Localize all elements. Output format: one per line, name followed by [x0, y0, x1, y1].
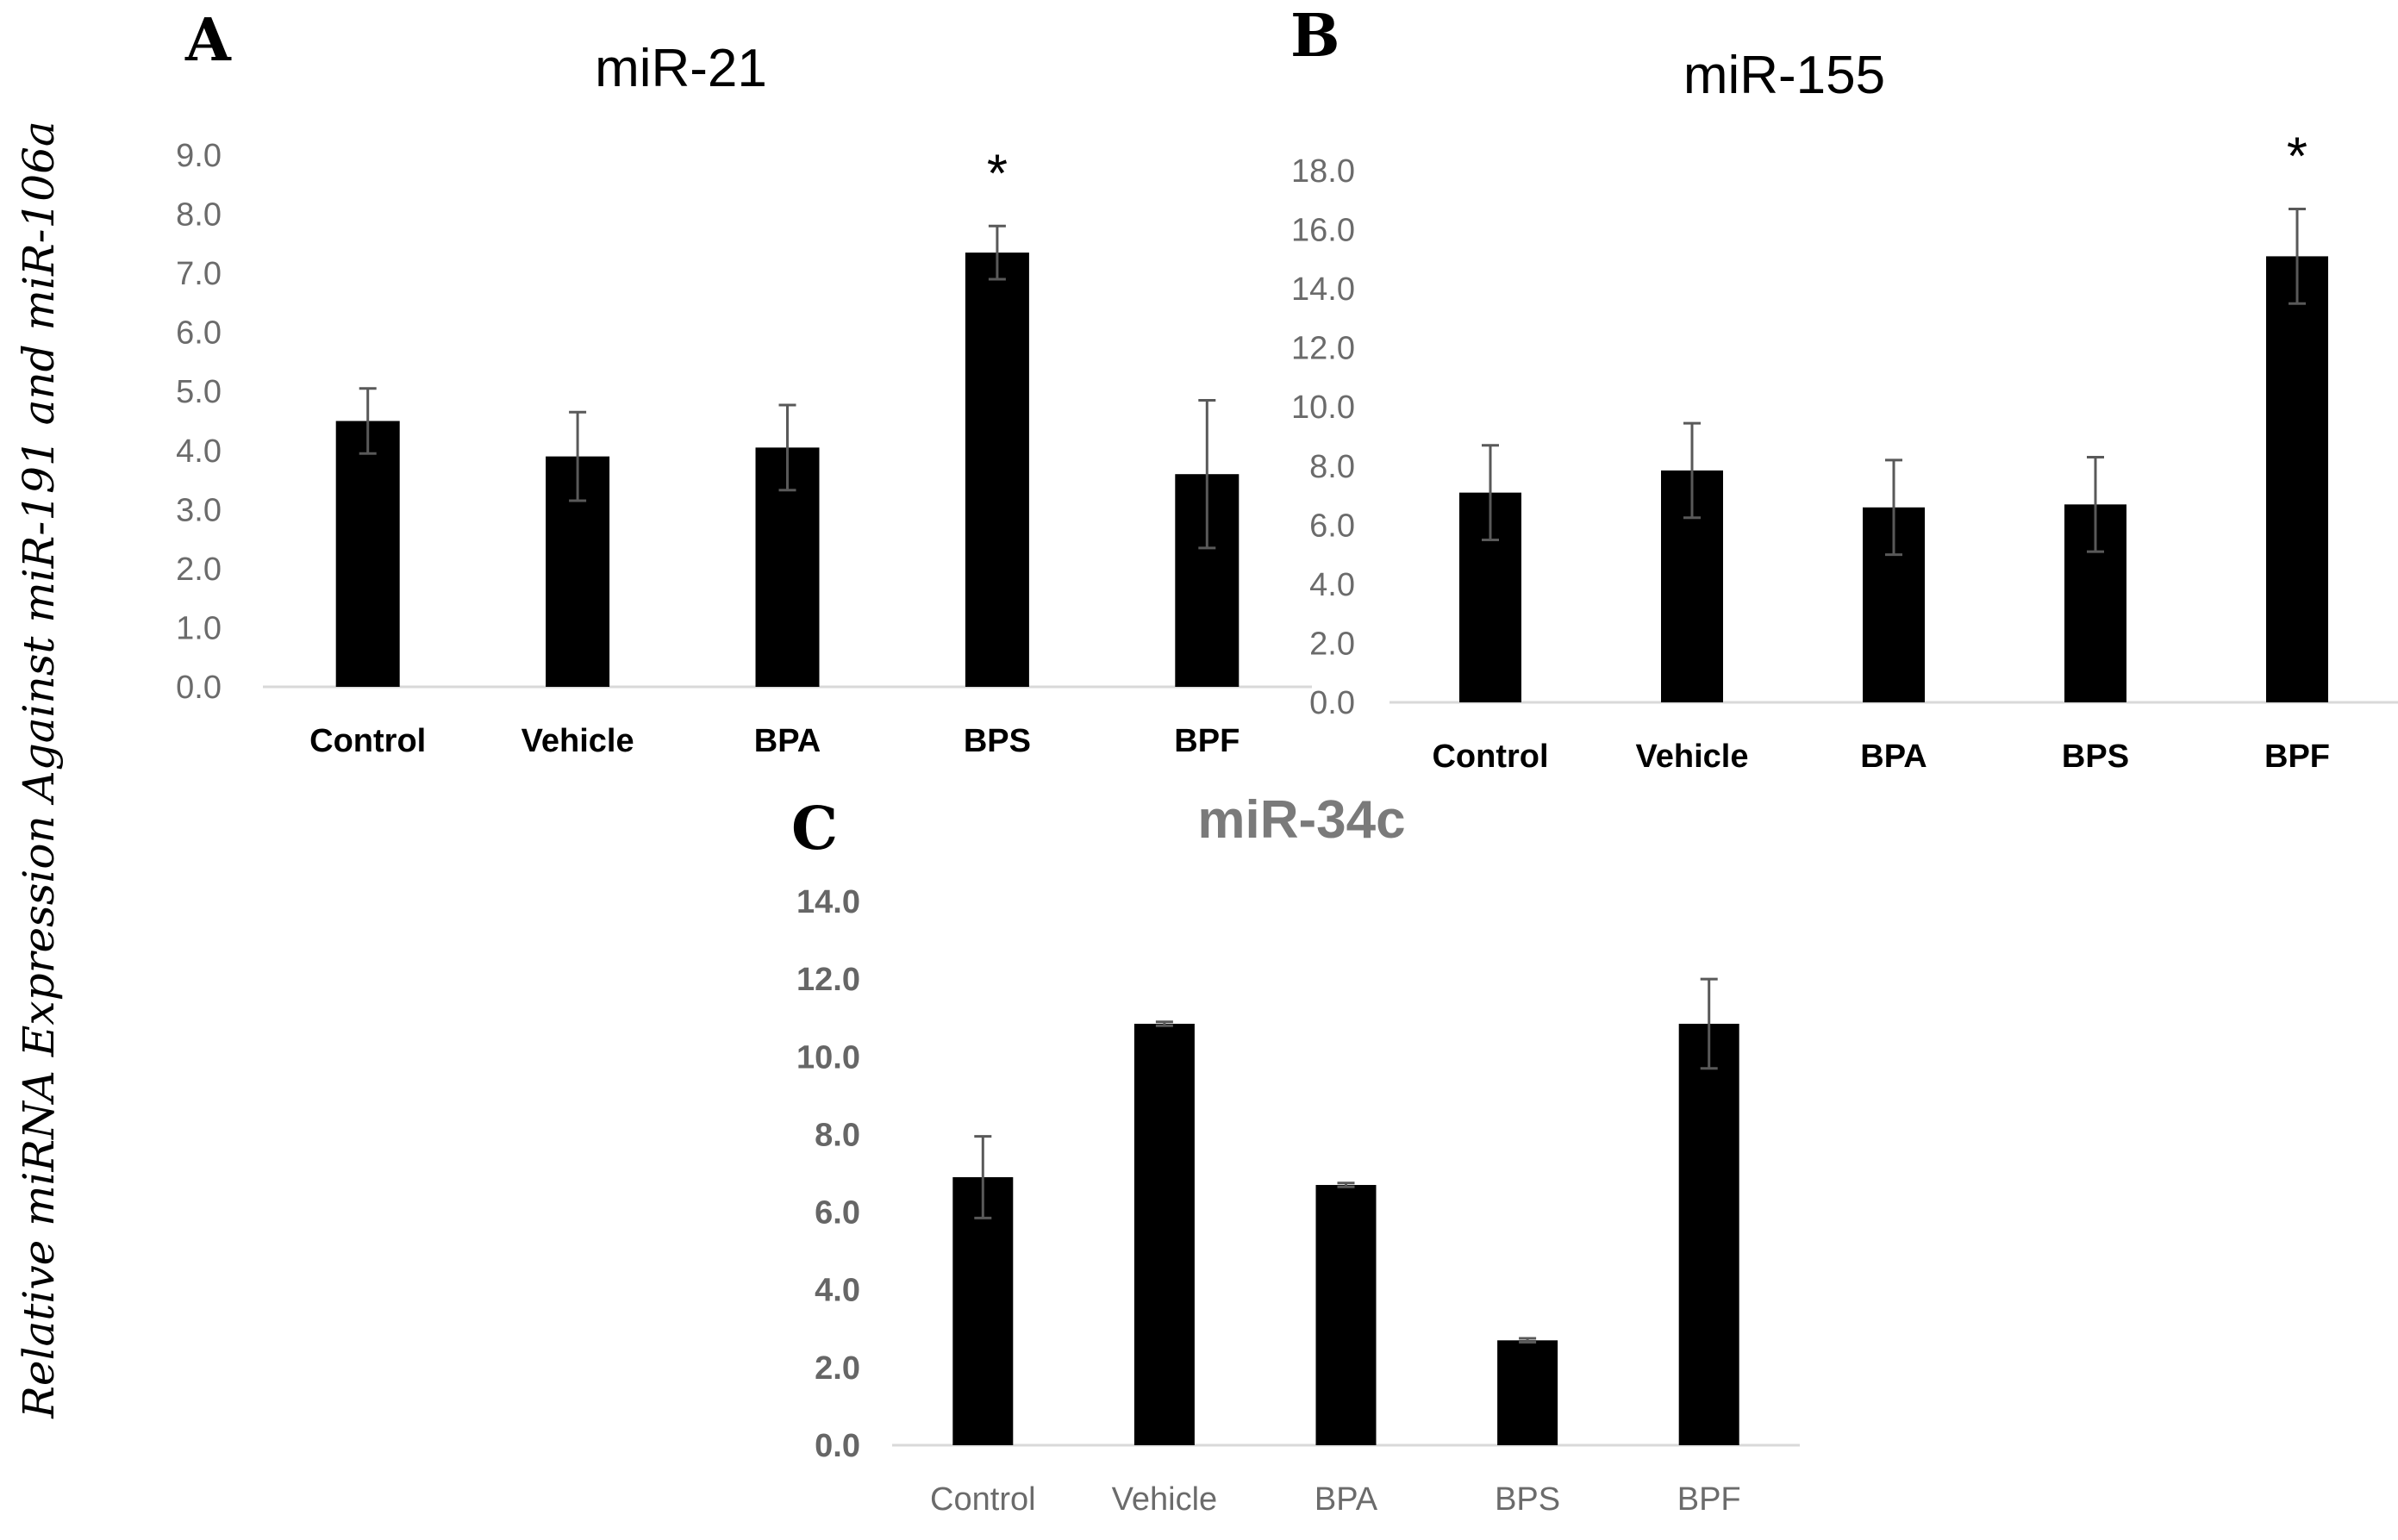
error-bar-bps	[2087, 455, 2104, 553]
y-tick-label: 2.0	[176, 552, 222, 588]
error-bar-vehicle	[569, 410, 587, 502]
y-tick-label: 4.0	[1309, 567, 1355, 603]
y-tick-label: 4.0	[815, 1273, 860, 1309]
panel-letter-b: B	[1290, 2, 1340, 71]
y-tick-label: 14.0	[1291, 271, 1355, 308]
error-bar-bpa	[1337, 1181, 1355, 1188]
x-tick-label: BPF	[2264, 739, 2330, 775]
y-tick-label: 0.0	[1309, 685, 1355, 721]
y-tick-label: 2.0	[1309, 626, 1355, 662]
x-tick-label: Vehicle	[1112, 1481, 1218, 1518]
error-bar-bpa	[778, 403, 796, 492]
y-tick-label: 2.0	[815, 1350, 860, 1387]
bar-control	[335, 421, 400, 687]
y-tick-label: 5.0	[176, 374, 222, 410]
y-tick-label: 10.0	[1291, 390, 1355, 426]
bar-bps	[965, 253, 1029, 687]
chart-panel-a: A miR-21 0.0 1.0 2.0 3.0 4.0 5.0 6.0 7.0 8.0 9.0 C…	[176, 6, 1312, 759]
error-bar-bps	[1519, 1337, 1537, 1344]
x-tick-label: BPS	[1495, 1481, 1560, 1518]
x-tick-label: Control	[1432, 739, 1548, 775]
y-tick-label: 16.0	[1291, 213, 1355, 249]
x-tick-label: BPF	[1677, 1481, 1741, 1518]
y-tick-label: 18.0	[1291, 153, 1355, 190]
significance-marker: *	[2287, 128, 2307, 187]
y-tick-label: 12.0	[1291, 331, 1355, 367]
y-tick-label: 9.0	[176, 138, 222, 174]
bar-bpa	[1315, 1185, 1377, 1445]
error-bar-bpf	[2289, 208, 2306, 305]
x-tick-label: BPA	[1315, 1481, 1378, 1518]
bar-bps	[1497, 1340, 1558, 1445]
error-bar-vehicle	[1155, 1020, 1173, 1027]
panel-letter-a: A	[184, 6, 232, 75]
x-tick-label: BPF	[1174, 723, 1240, 759]
plot-area-b: 0.0 2.0 4.0 6.0 8.0 10.0 12.0 14.0 16.0 18.0 Contr…	[1291, 128, 2398, 775]
x-tick-label: Vehicle	[521, 723, 634, 759]
bar-control	[952, 1177, 1014, 1445]
y-tick-label: 10.0	[796, 1039, 860, 1076]
panel-letter-c: C	[791, 795, 838, 864]
y-tick-label: 7.0	[176, 256, 222, 292]
x-tick-label: Control	[309, 723, 426, 759]
y-tick-label: 0.0	[815, 1428, 860, 1464]
error-bar-control	[1482, 444, 1499, 541]
x-tick-label: BPS	[2062, 739, 2129, 775]
y-tick-label: 6.0	[1309, 508, 1355, 544]
error-bar-bpf	[1700, 977, 1718, 1070]
error-bar-bpf	[1198, 399, 1216, 550]
plot-area-a: 0.0 1.0 2.0 3.0 4.0 5.0 6.0 7.0 8.0 9.0 Control Veh…	[176, 138, 1312, 759]
chart-title-c: miR-34c	[1197, 790, 1405, 850]
x-tick-label: Control	[930, 1481, 1036, 1518]
chart-title-a: miR-21	[595, 39, 767, 98]
y-tick-label: 6.0	[176, 315, 222, 352]
y-tick-label: 0.0	[176, 670, 222, 706]
chart-panel-b: B miR-155 0.0 2.0 4.0 6.0 8.0 10.0 12.0 14.0 16.…	[1290, 2, 2398, 775]
y-tick-label: 12.0	[796, 962, 860, 998]
x-tick-label: BPA	[754, 723, 821, 759]
y-tick-label: 14.0	[796, 884, 860, 920]
x-tick-label: BPS	[964, 723, 1031, 759]
y-tick-label: 4.0	[176, 433, 222, 470]
bar-bpf	[2266, 256, 2328, 703]
error-bar-vehicle	[1683, 421, 1701, 520]
x-tick-label: BPA	[1860, 739, 1927, 775]
figure-ylabel: Relative miRNA Expression Against miR-19…	[14, 121, 64, 1419]
error-bar-control	[359, 387, 377, 455]
chart-title-b: miR-155	[1683, 46, 1885, 105]
chart-panel-c: C miR-34c 0.0 2.0 4.0 6.0 8.0 10.0 12.0 14.0 Con…	[791, 790, 1800, 1518]
y-tick-label: 8.0	[176, 197, 222, 234]
error-bar-bps	[988, 224, 1006, 281]
plot-area-c: 0.0 2.0 4.0 6.0 8.0 10.0 12.0 14.0 Control Vehicl…	[796, 884, 1800, 1518]
y-tick-label: 3.0	[176, 492, 222, 528]
significance-marker: *	[987, 144, 1008, 203]
y-tick-label: 6.0	[815, 1195, 860, 1231]
bar-vehicle	[1133, 1023, 1195, 1445]
y-tick-label: 8.0	[815, 1117, 860, 1153]
y-tick-label: 1.0	[176, 610, 222, 646]
x-tick-label: Vehicle	[1636, 739, 1749, 775]
error-bar-bpa	[1885, 458, 1902, 557]
bar-bpf	[1678, 1023, 1739, 1445]
y-tick-label: 8.0	[1309, 449, 1355, 485]
error-bar-control	[974, 1135, 992, 1219]
